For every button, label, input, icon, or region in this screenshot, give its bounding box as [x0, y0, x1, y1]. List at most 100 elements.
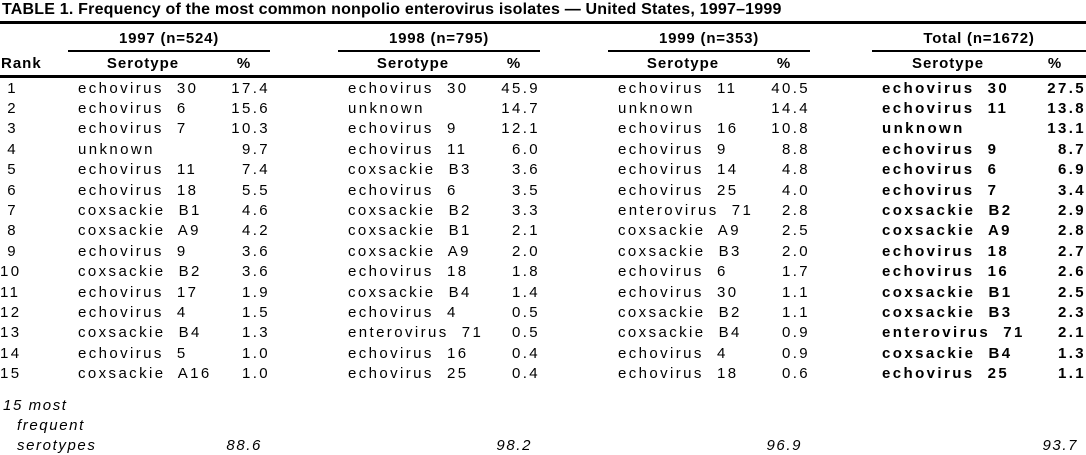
column-gap	[540, 241, 608, 261]
serotype-total: echovirus 18	[882, 242, 1010, 260]
percent-total: 2.9	[1057, 202, 1086, 220]
group-header-1998: 1998 (n=795)	[338, 24, 541, 52]
percent-1997: 3.6	[241, 263, 271, 281]
serotype-1997: echovirus 5	[78, 344, 188, 362]
serotype-1998: echovirus 18	[348, 263, 469, 281]
column-gap	[810, 343, 872, 363]
percent-1998: 0.5	[511, 324, 541, 342]
column-gap	[270, 200, 338, 220]
column-gap	[810, 180, 872, 200]
serotype-total: unknown	[882, 120, 965, 138]
table-row: 14 echovirus 5 1.0 echovirus 16 0.4 echo…	[0, 343, 1086, 363]
percent-total: 2.8	[1057, 222, 1086, 240]
column-gap	[270, 139, 338, 159]
serotype-total: echovirus 30	[882, 79, 1010, 97]
table-row: 11 echovirus 17 1.9 coxsackie B4 1.4 ech…	[0, 282, 1086, 302]
serotype-1997: echovirus 18	[78, 181, 199, 199]
column-gap	[540, 384, 608, 455]
serotype-total: echovirus 11	[882, 100, 1009, 118]
footer-total-1999: 96.9	[766, 436, 803, 454]
table-row: 3 echovirus 7 10.3 echovirus 9 12.1 echo…	[0, 119, 1086, 139]
rank-value: 13	[0, 324, 22, 342]
table-row: 9 echovirus 9 3.6 coxsackie A9 2.0 coxsa…	[0, 241, 1086, 261]
percent-1999: 2.8	[781, 202, 811, 220]
percent-1998: 1.4	[511, 283, 541, 301]
column-gap	[810, 282, 872, 302]
percent-1999: 1.7	[781, 263, 811, 281]
serotype-1999: coxsackie B2	[618, 303, 742, 321]
column-gap	[540, 77, 608, 99]
percent-total: 27.5	[1047, 79, 1086, 97]
rank-value: 14	[0, 344, 22, 362]
footer-spacer	[338, 384, 488, 455]
column-gap	[270, 180, 338, 200]
rank-value: 4	[7, 140, 18, 158]
serotype-1997: echovirus 11	[78, 161, 198, 179]
serotype-total: echovirus 16	[882, 263, 1010, 281]
percent-1997: 5.5	[241, 181, 271, 199]
percent-column-header-total: %	[1024, 51, 1086, 78]
percent-1998: 3.5	[511, 181, 541, 199]
column-gap	[270, 98, 338, 118]
percent-1998: 3.6	[511, 161, 541, 179]
serotype-1999: coxsackie B4	[618, 324, 742, 342]
rank-value: 2	[7, 100, 18, 118]
percent-total: 6.9	[1057, 161, 1086, 179]
column-gap	[540, 51, 609, 78]
column-gap	[810, 77, 872, 99]
serotype-1997: coxsackie B4	[78, 324, 202, 342]
group-header-total: Total (n=1672)	[872, 24, 1086, 52]
serotype-1997: echovirus 17	[78, 283, 199, 301]
rank-value: 9	[7, 242, 18, 260]
rank-value: 15	[0, 365, 22, 383]
column-gap	[540, 282, 608, 302]
enterovirus-frequency-table: 1997 (n=524) 1998 (n=795) 1999 (n=353) T…	[0, 24, 1086, 455]
serotype-1998: coxsackie A9	[348, 242, 471, 260]
serotype-1997: echovirus 9	[78, 242, 188, 260]
column-gap	[540, 160, 608, 180]
table-row: 8 coxsackie A9 4.2 coxsackie B1 2.1 coxs…	[0, 221, 1086, 241]
column-gap	[540, 180, 608, 200]
percent-1998: 2.1	[511, 222, 541, 240]
footer-total-1997: 88.6	[226, 436, 263, 454]
column-gap	[270, 51, 339, 78]
table-row: 12 echovirus 4 1.5 echovirus 4 0.5 coxsa…	[0, 302, 1086, 322]
column-gap	[810, 363, 872, 383]
column-gap	[810, 384, 872, 455]
footer-total-total: 93.7	[1042, 436, 1079, 454]
percent-1998: 45.9	[501, 79, 541, 97]
percent-1999: 0.9	[781, 344, 811, 362]
serotype-1999: coxsackie B3	[618, 242, 742, 260]
rank-value: 11	[0, 283, 21, 301]
column-gap	[540, 343, 608, 363]
footer-total-1998: 98.2	[496, 436, 533, 454]
table-row: 6 echovirus 18 5.5 echovirus 6 3.5 echov…	[0, 180, 1086, 200]
percent-column-header-1998: %	[488, 51, 541, 78]
serotype-total: echovirus 25	[882, 365, 1010, 383]
serotype-total: coxsackie A9	[882, 222, 1012, 240]
percent-1997: 4.2	[241, 222, 271, 240]
column-gap	[810, 139, 872, 159]
column-gap	[270, 221, 338, 241]
column-gap	[810, 160, 872, 180]
percent-total: 1.3	[1057, 344, 1086, 362]
serotype-1999: echovirus 30	[618, 283, 739, 301]
rank-value: 1	[7, 79, 18, 97]
rank-header-spacer	[0, 24, 68, 51]
table-row: 13 coxsackie B4 1.3 enterovirus 71 0.5 c…	[0, 323, 1086, 343]
serotype-1999: enterovirus 71	[618, 202, 754, 220]
serotype-1998: echovirus 6	[348, 181, 458, 199]
percent-1999: 2.5	[781, 222, 811, 240]
column-gap	[540, 98, 608, 118]
column-gap	[540, 139, 608, 159]
column-gap	[810, 119, 872, 139]
column-gap	[270, 241, 338, 261]
column-gap	[270, 323, 338, 343]
percent-1997: 15.6	[231, 100, 271, 118]
rank-value: 5	[7, 161, 18, 179]
percent-1999: 4.8	[781, 161, 811, 179]
year-header-row: 1997 (n=524) 1998 (n=795) 1999 (n=353) T…	[0, 24, 1086, 52]
column-gap	[540, 302, 608, 322]
serotype-total: echovirus 6	[882, 161, 999, 179]
